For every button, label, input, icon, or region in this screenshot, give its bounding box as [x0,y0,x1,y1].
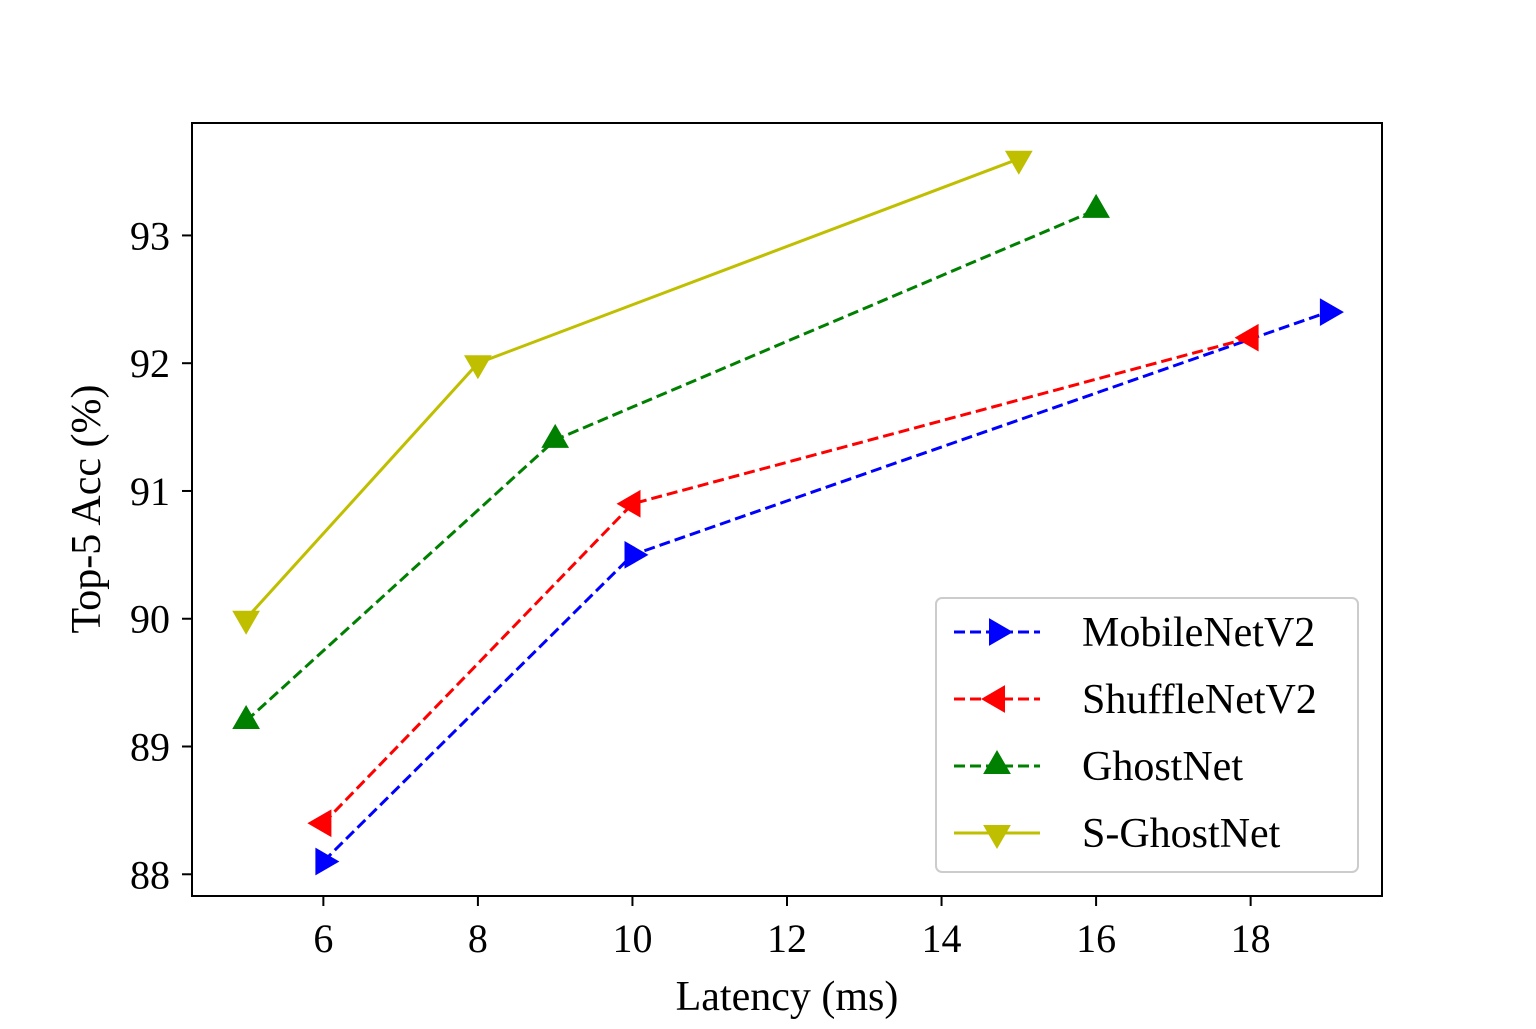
x-tick-label: 16 [1076,916,1116,961]
data-point [315,847,340,876]
legend: MobileNetV2 ShuffleNetV2 GhostNet S-GhostNe… [935,597,1359,873]
legend-marker [989,618,1013,646]
legend-marker [981,685,1005,713]
x-axis: 6 8 10 12 14 16 18 [313,896,1271,961]
legend-item: GhostNet [954,744,1243,790]
x-tick-label: 8 [468,916,488,961]
legend-marker [983,750,1011,774]
x-tick-label: 12 [767,916,807,961]
y-tick-label: 91 [130,469,170,514]
data-point [624,541,649,569]
legend-label: ShuffleNetV2 [1082,677,1317,723]
y-tick-label: 92 [130,341,170,386]
legend-label: GhostNet [1082,744,1243,790]
x-tick-label: 10 [612,916,652,961]
y-axis: 88 89 90 91 92 93 [130,213,192,897]
legend-label: MobileNetV2 [1082,610,1315,656]
series-mobilenetv2 [315,298,1344,876]
y-tick-label: 88 [130,852,170,897]
series-shufflenetv2 [307,323,1259,838]
y-tick-label: 93 [130,213,170,258]
data-point [1319,298,1344,326]
legend-label: S-GhostNet [1082,811,1281,857]
series-ghostnet [232,193,1110,729]
x-tick-label: 18 [1231,916,1271,961]
series-line [322,336,1251,825]
x-axis-label: Latency (ms) [676,974,899,1020]
series-s-ghostnet [232,150,1033,635]
data-point [232,610,260,635]
data-point [1004,150,1033,175]
data-point [232,705,260,729]
data-point [307,809,332,838]
legend-item: S-GhostNet [954,811,1281,857]
y-axis-label: Top-5 Acc (%) [64,385,110,634]
y-tick-label: 90 [130,597,170,642]
data-point [1234,323,1259,352]
legend-marker [983,825,1011,849]
data-point [616,489,641,518]
x-tick-label: 6 [313,916,333,961]
data-point [541,423,570,448]
legend-box [935,597,1359,873]
y-tick-label: 89 [130,725,170,770]
legend-item: ShuffleNetV2 [954,677,1317,723]
legend-item: MobileNetV2 [954,610,1315,656]
data-point [1082,193,1110,218]
series-layer [232,150,1344,876]
data-point [464,355,492,380]
x-tick-label: 14 [922,916,962,961]
